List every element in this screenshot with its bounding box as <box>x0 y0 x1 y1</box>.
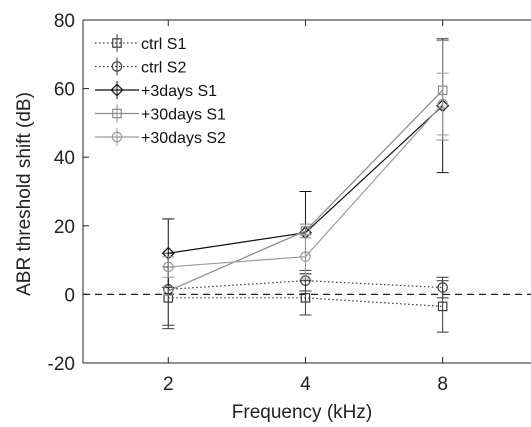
legend-item: ctrl S1 <box>95 34 186 53</box>
legend-label: ctrl S1 <box>141 36 186 53</box>
legend-label: +30days S2 <box>141 130 226 147</box>
y-tick-label: 20 <box>54 217 75 238</box>
legend-item: +30days S2 <box>95 128 226 147</box>
series--30days-s1 <box>163 40 449 296</box>
data-point <box>300 251 311 262</box>
legend-label: +3days S1 <box>141 83 217 100</box>
plot-area <box>161 38 450 333</box>
legend-swatch-marker <box>112 108 122 119</box>
x-axis-label: Frequency (kHz) <box>232 402 372 423</box>
legend-item: +3days S1 <box>95 81 217 100</box>
data-point <box>437 282 448 293</box>
legend-swatch-marker <box>111 61 123 72</box>
x-tick-label: 2 <box>163 374 174 395</box>
axes: -20 0 20 40 60 80 2 4 8 <box>48 11 531 395</box>
y-tick-label: 0 <box>64 285 75 306</box>
legend-label: +30days S1 <box>141 107 226 124</box>
legend-label: ctrl S2 <box>141 60 186 77</box>
y-tick-label: -20 <box>48 354 75 375</box>
legend-swatch-marker <box>112 38 122 48</box>
data-point <box>162 261 174 273</box>
legend-item: ctrl S2 <box>95 57 186 77</box>
data-point <box>163 286 174 296</box>
x-tick-label: 4 <box>300 374 311 395</box>
data-point <box>437 98 448 110</box>
x-tick-label: 8 <box>437 374 448 395</box>
data-point <box>300 293 311 303</box>
legend-swatch-marker <box>110 83 124 97</box>
y-tick-label: 60 <box>54 80 75 101</box>
legend: ctrl S1 ctrl S2 +3days S1 +30days S1 +30days… <box>95 34 226 147</box>
legend-swatch-marker <box>111 131 123 143</box>
y-tick-label: 80 <box>54 11 75 32</box>
series--30days-s2 <box>162 72 449 280</box>
y-axis-label: ABR threshold shift (dB) <box>14 92 35 296</box>
data-point <box>437 301 448 312</box>
legend-item: +30days S1 <box>95 104 226 124</box>
y-tick-label: 40 <box>54 148 75 169</box>
